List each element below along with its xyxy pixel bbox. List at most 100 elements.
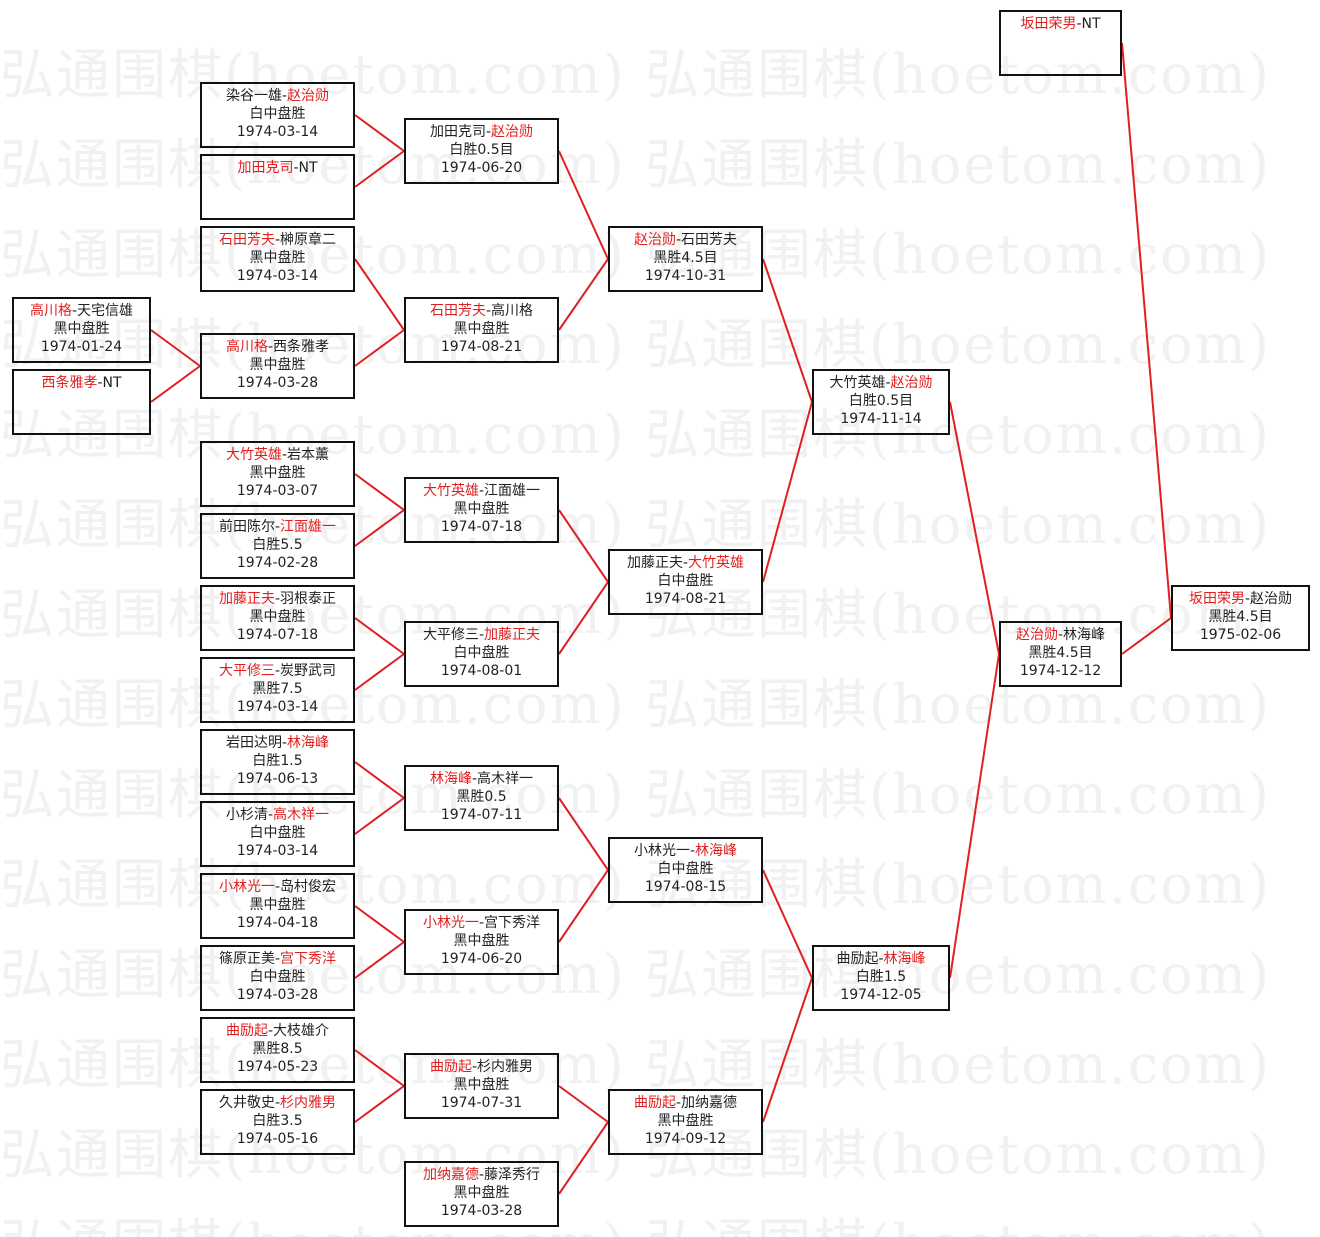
player-1: 高川格 xyxy=(225,339,268,355)
player-2: 岩本薰 xyxy=(287,447,330,463)
bracket-connector-line xyxy=(150,365,201,403)
player-1: 赵治勋 xyxy=(633,232,676,248)
match-result: 白中盘胜 xyxy=(657,573,714,589)
match-date: 1974-08-21 xyxy=(644,591,727,607)
watermark-text: 弘通围棋(hoetom.com) 弘通围棋(hoetom.com) xyxy=(0,853,1272,916)
match-date: 1974-07-18 xyxy=(236,627,319,643)
match-date: 1974-05-16 xyxy=(236,1131,319,1147)
player-1: 加田克司 xyxy=(429,124,486,140)
match-players: 石田芳夫-榊原章二 xyxy=(218,232,337,248)
match-result: 白中盘胜 xyxy=(453,645,510,661)
match-players: 加田克司-赵治勋 xyxy=(429,124,534,140)
player-1: 加藤正夫 xyxy=(626,555,683,571)
match-players: 西条雅孝-NT xyxy=(41,375,122,391)
match-players: 坂田荣男-赵治勋 xyxy=(1188,591,1293,607)
match-box: 加藤正夫-大竹英雄 白中盘胜 1974-08-21 xyxy=(608,549,763,615)
player-2: 赵治勋 xyxy=(287,88,330,104)
match-date: 1974-12-05 xyxy=(840,987,922,1003)
match-result: 黑中盘胜 xyxy=(453,1077,510,1093)
match-result: 白胜1.5 xyxy=(855,969,907,985)
player-1: 林海峰 xyxy=(429,771,472,787)
player-1: 小杉清 xyxy=(225,807,268,823)
match-date: 1974-01-24 xyxy=(40,339,123,355)
match-date: 1974-03-14 xyxy=(236,124,319,140)
match-date: 1974-04-18 xyxy=(236,915,319,931)
match-date: 1974-08-01 xyxy=(440,663,523,679)
match-box: 赵治勋-林海峰 黑胜4.5目 1974-12-12 xyxy=(999,621,1122,687)
match-box: 石田芳夫-榊原章二 黑中盘胜 1974-03-14 xyxy=(200,226,355,292)
bracket-connector-line xyxy=(558,150,609,260)
watermark-text: 弘通围棋(hoetom.com) 弘通围棋(hoetom.com) xyxy=(0,403,1272,466)
player-2: 加纳嘉德 xyxy=(681,1095,738,1111)
match-box: 大平修三-炭野武司 黑胜7.5 1974-03-14 xyxy=(200,657,355,723)
match-result: 白中盘胜 xyxy=(249,106,306,122)
bracket-connector-line xyxy=(558,509,609,583)
match-date: 1974-06-20 xyxy=(440,160,523,176)
match-players: 加田克司-NT xyxy=(237,160,318,176)
player-1: 曲励起 xyxy=(429,1059,472,1075)
match-box: 小杉清-高木祥一 白中盘胜 1974-03-14 xyxy=(200,801,355,867)
bracket-connector-line xyxy=(354,1085,405,1123)
player-1: 坂田荣男 xyxy=(1020,16,1077,32)
watermark-text: 弘通围棋(hoetom.com) 弘通围棋(hoetom.com) xyxy=(0,223,1272,286)
player-2: 林海峰 xyxy=(695,843,738,859)
match-players: 大竹英雄-江面雄一 xyxy=(422,483,541,499)
match-date: 1974-07-11 xyxy=(440,807,523,823)
match-box: 曲励起-林海峰 白胜1.5 1974-12-05 xyxy=(812,945,950,1011)
match-date: 1974-03-28 xyxy=(236,987,319,1003)
player-1: 石田芳夫 xyxy=(429,303,486,319)
player-2: 大竹英雄 xyxy=(688,555,745,571)
match-players: 大平修三-加藤正夫 xyxy=(422,627,541,643)
match-players: 小杉清-高木祥一 xyxy=(225,807,330,823)
match-box: 大竹英雄-江面雄一 黑中盘胜 1974-07-18 xyxy=(404,477,559,543)
match-result: 黑胜0.5 xyxy=(456,789,507,805)
bracket-connector-line xyxy=(354,150,405,188)
bracket-connector-line xyxy=(354,617,405,655)
bracket-connector-line xyxy=(949,653,1000,979)
match-result: 黑胜4.5目 xyxy=(1028,645,1093,661)
match-box: 大竹英雄-岩本薰 黑中盘胜 1974-03-07 xyxy=(200,441,355,507)
bracket-connector-line xyxy=(354,797,405,835)
match-box: 篠原正美-宫下秀洋 白中盘胜 1974-03-28 xyxy=(200,945,355,1011)
player-1: 大竹英雄 xyxy=(225,447,282,463)
match-players: 久井敬史-杉内雅男 xyxy=(218,1095,337,1111)
match-result: 黑中盘胜 xyxy=(249,897,306,913)
match-result: 白胜0.5目 xyxy=(449,142,514,158)
player-1: 高川格 xyxy=(29,303,72,319)
match-date: 1974-12-12 xyxy=(1019,663,1102,679)
match-date: 1974-03-14 xyxy=(236,699,319,715)
match-date: 1974-03-28 xyxy=(440,1203,523,1219)
match-box: 高川格-天宅信雄 黑中盘胜 1974-01-24 xyxy=(12,297,151,363)
match-result: 黑中盘胜 xyxy=(453,933,510,949)
match-result: 黑中盘胜 xyxy=(249,250,306,266)
match-date: 1974-03-07 xyxy=(236,483,319,499)
player-2: 赵治勋 xyxy=(1250,591,1293,607)
match-result: 黑胜7.5 xyxy=(252,681,303,697)
match-result: 黑胜8.5 xyxy=(252,1041,303,1057)
bracket-connector-line xyxy=(762,977,813,1123)
player-2: NT xyxy=(102,375,122,391)
player-2: 大枝雄介 xyxy=(273,1023,330,1039)
match-box: 坂田荣男-NT xyxy=(999,10,1122,76)
match-box: 大竹英雄-赵治勋 白胜0.5目 1974-11-14 xyxy=(812,369,950,435)
player-1: 西条雅孝 xyxy=(41,375,98,391)
bracket-connector-line xyxy=(762,258,813,403)
match-result: 黑中盘胜 xyxy=(453,501,510,517)
match-players: 小林光一-林海峰 xyxy=(633,843,738,859)
player-2: 天宅信雄 xyxy=(77,303,134,319)
bracket-connector-line xyxy=(1121,42,1172,619)
watermark-text: 弘通围棋(hoetom.com) 弘通围棋(hoetom.com) xyxy=(0,1200,1320,1237)
match-date: 1974-03-14 xyxy=(236,843,319,859)
match-result: 黑中盘胜 xyxy=(249,357,306,373)
match-box: 坂田荣男-赵治勋 黑胜4.5目 1975-02-06 xyxy=(1171,585,1310,651)
bracket-connector-line xyxy=(354,329,405,367)
player-2: 江面雄一 xyxy=(484,483,541,499)
player-2: 炭野武司 xyxy=(280,663,337,679)
player-1: 小林光一 xyxy=(633,843,690,859)
player-2: 宫下秀洋 xyxy=(484,915,541,931)
player-2: 石田芳夫 xyxy=(681,232,738,248)
match-result: 白胜1.5 xyxy=(252,753,303,769)
player-1: 石田芳夫 xyxy=(218,232,275,248)
match-box: 小林光一-林海峰 白中盘胜 1974-08-15 xyxy=(608,837,763,903)
